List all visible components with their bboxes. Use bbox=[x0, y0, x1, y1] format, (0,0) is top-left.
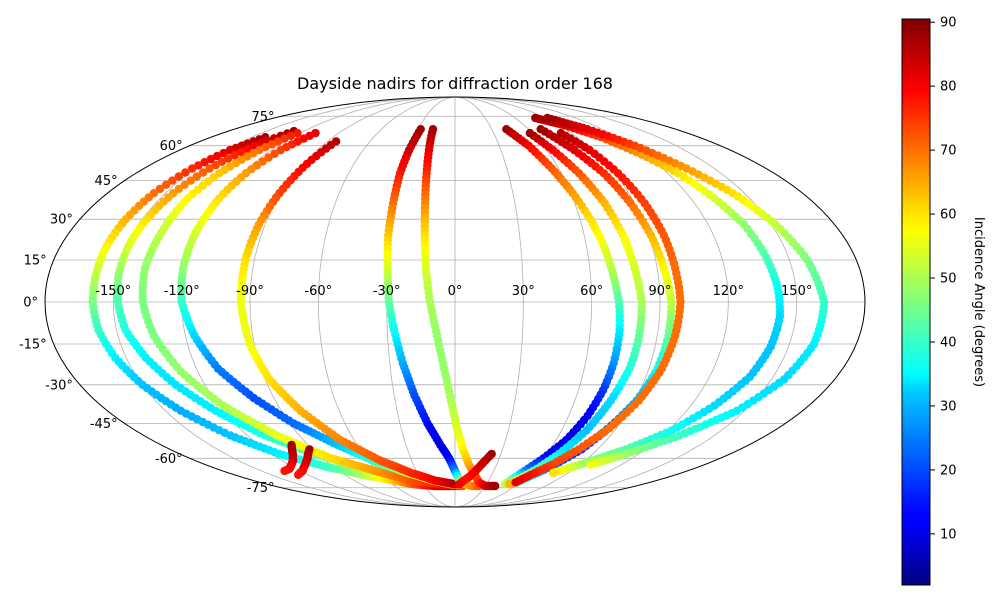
data-point bbox=[181, 168, 190, 177]
series-9 bbox=[505, 128, 646, 489]
data-point bbox=[505, 480, 514, 489]
y-tick-label: 0° bbox=[23, 296, 38, 311]
colorbar: 10 20 30 40 50 60 70 80 90 Incidence Angle (degr… bbox=[901, 16, 986, 586]
data-point bbox=[186, 176, 195, 185]
x-tick-label: -120° bbox=[164, 284, 200, 299]
x-tick-label: 90° bbox=[648, 284, 671, 299]
colorbar-tick-label: 10 bbox=[940, 527, 957, 542]
x-tick-label: 30° bbox=[512, 284, 535, 299]
data-point bbox=[206, 154, 215, 164]
colorbar-tick-label: 80 bbox=[940, 80, 957, 95]
x-tick-label: -150° bbox=[95, 284, 131, 299]
x-tick-label: 0° bbox=[448, 284, 463, 299]
data-points bbox=[88, 113, 829, 491]
x-tick-label: 120° bbox=[713, 284, 744, 299]
colorbar-tick-label: 60 bbox=[940, 208, 957, 223]
data-point bbox=[200, 158, 209, 167]
data-point bbox=[549, 468, 558, 478]
data-point bbox=[491, 481, 500, 491]
data-point bbox=[273, 137, 283, 146]
data-point bbox=[586, 460, 595, 469]
data-point bbox=[192, 172, 201, 181]
data-point bbox=[212, 151, 222, 161]
colorbar-gradient bbox=[901, 18, 931, 586]
data-point bbox=[198, 168, 208, 177]
x-tick-label: -60° bbox=[304, 284, 332, 299]
series-10 bbox=[513, 125, 676, 487]
data-point bbox=[286, 131, 296, 140]
data-point bbox=[224, 154, 233, 163]
y-tick-label: 15° bbox=[24, 254, 47, 269]
data-point bbox=[280, 134, 289, 143]
y-tick-label: 45° bbox=[95, 174, 118, 189]
data-point bbox=[155, 184, 165, 194]
data-point bbox=[293, 128, 302, 138]
data-point bbox=[188, 164, 197, 173]
data-point bbox=[276, 145, 285, 155]
y-tick-label: -75° bbox=[247, 481, 275, 496]
data-point bbox=[511, 478, 520, 487]
data-point bbox=[264, 153, 273, 162]
y-tick-labels: -75° -60° -45° -30° -15° 0° 15° 30° 45° 60° 75° bbox=[19, 110, 275, 496]
colorbar-tick-label: 50 bbox=[940, 272, 957, 287]
y-tick-label: 75° bbox=[251, 110, 274, 125]
x-tick-label: 150° bbox=[781, 284, 812, 299]
data-point bbox=[205, 164, 214, 173]
data-point bbox=[161, 180, 171, 189]
y-tick-label: -30° bbox=[45, 378, 73, 393]
series-13 bbox=[543, 113, 829, 469]
series-15 bbox=[294, 445, 314, 479]
colorbar-ticks: 10 20 30 40 50 60 70 80 90 bbox=[930, 16, 957, 542]
data-point bbox=[174, 184, 184, 194]
data-point bbox=[174, 172, 183, 181]
series-14 bbox=[280, 440, 298, 476]
data-point bbox=[294, 470, 303, 479]
x-tick-label: 60° bbox=[580, 284, 603, 299]
data-point bbox=[267, 140, 276, 149]
data-point bbox=[237, 147, 246, 157]
data-point bbox=[168, 176, 177, 185]
y-tick-label: -45° bbox=[90, 417, 118, 432]
series-4 bbox=[236, 137, 460, 489]
series-8 bbox=[500, 125, 624, 489]
data-point bbox=[280, 466, 289, 476]
data-point bbox=[180, 180, 189, 189]
data-point bbox=[211, 160, 220, 170]
gridlines bbox=[45, 96, 865, 508]
data-point bbox=[217, 157, 227, 166]
map-outline bbox=[44, 96, 866, 508]
x-tick-label: -90° bbox=[236, 284, 264, 299]
series-6 bbox=[420, 125, 500, 491]
colorbar-label: Incidence Angle (degrees) bbox=[971, 217, 986, 387]
colorbar-tick-label: 70 bbox=[940, 144, 957, 159]
y-tick-label: 60° bbox=[160, 139, 183, 154]
colorbar-tick-label: 40 bbox=[940, 335, 957, 350]
data-point bbox=[230, 151, 239, 160]
colorbar-tick-label: 30 bbox=[940, 399, 957, 414]
data-point bbox=[270, 149, 279, 158]
y-tick-label: 30° bbox=[50, 213, 73, 228]
y-tick-label: -60° bbox=[155, 452, 183, 467]
x-tick-label: -30° bbox=[373, 284, 401, 299]
colorbar-tick-label: 20 bbox=[940, 463, 957, 478]
chart-title: Dayside nadirs for diffraction order 168 bbox=[297, 74, 613, 93]
y-tick-label: -15° bbox=[19, 338, 47, 353]
data-point bbox=[455, 480, 464, 489]
x-tick-labels: -150° -120° -90° -60° -30° 0° 30° 60° 90° 120° 150… bbox=[95, 284, 812, 299]
series-7 bbox=[455, 449, 496, 489]
colorbar-tick-label: 90 bbox=[940, 16, 957, 31]
series-11 bbox=[511, 128, 685, 487]
